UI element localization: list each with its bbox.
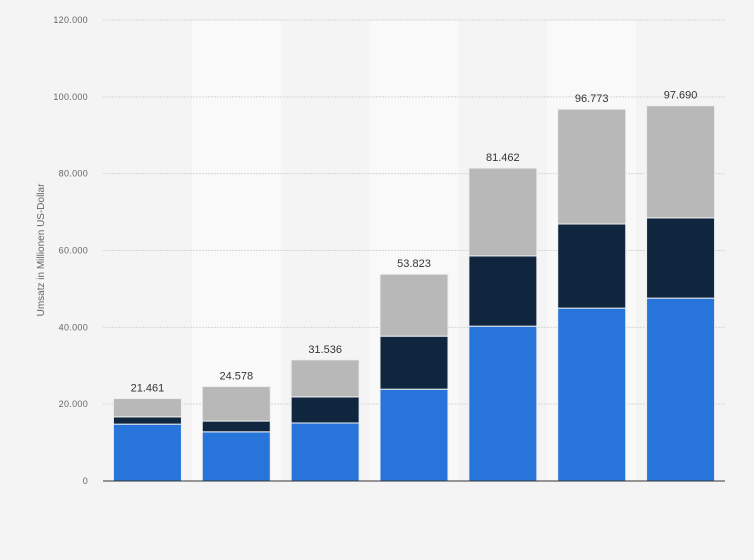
bar-segment-series-3[interactable] — [468, 167, 538, 257]
y-axis-ticks: 0 20.000 40.000 60.000 80.000 100.000 120.000 — [53, 15, 88, 486]
bar-segment-series-2[interactable] — [646, 217, 716, 299]
y-tick-label: 20.000 — [59, 399, 88, 409]
bar-segment-series-1[interactable] — [379, 388, 449, 482]
bar-segment-series-1[interactable] — [646, 297, 716, 482]
bar-segment-series-3[interactable] — [290, 359, 360, 398]
bar-segment-series-3[interactable] — [201, 386, 271, 422]
total-data-label: 24.578 — [219, 371, 253, 383]
bar-segment-series-1[interactable] — [201, 431, 271, 482]
bar-segment-series-3[interactable] — [557, 108, 627, 225]
bar-segment-series-2[interactable] — [468, 255, 538, 327]
bar-segment-series-1[interactable] — [112, 423, 182, 482]
y-axis-label: Umsatz in Millionen US-Dollar — [36, 183, 47, 316]
y-tick-label: 80.000 — [59, 169, 88, 179]
total-data-label: 31.536 — [308, 344, 342, 356]
bars — [112, 105, 716, 482]
total-labels: 21.461 24.578 31.536 53.823 81.462 96.773 97.6… — [131, 90, 698, 395]
total-data-label: 53.823 — [397, 258, 431, 270]
total-data-label: 21.461 — [131, 383, 165, 395]
bar-segment-series-3[interactable] — [646, 105, 716, 219]
bar-segment-series-1[interactable] — [468, 325, 538, 482]
total-data-label: 81.462 — [486, 152, 520, 164]
y-tick-label: 0 — [83, 476, 88, 486]
y-tick-label: 40.000 — [59, 322, 88, 332]
y-tick-label: 120.000 — [53, 15, 88, 25]
bar-segment-series-3[interactable] — [112, 398, 182, 418]
y-tick-label: 100.000 — [53, 92, 88, 102]
bar-segment-series-2[interactable] — [557, 223, 627, 309]
y-tick-label: 60.000 — [59, 246, 88, 256]
bar-segment-series-3[interactable] — [379, 273, 449, 337]
bar-segment-series-2[interactable] — [290, 396, 360, 424]
bar-segment-series-2[interactable] — [379, 335, 449, 390]
bar-segment-series-1[interactable] — [290, 422, 360, 482]
bar-segment-series-2[interactable] — [112, 416, 182, 425]
bar-segment-series-2[interactable] — [201, 420, 271, 433]
total-data-label: 96.773 — [575, 93, 609, 105]
bar-segment-series-1[interactable] — [557, 307, 627, 482]
total-data-label: 97.690 — [664, 90, 698, 102]
